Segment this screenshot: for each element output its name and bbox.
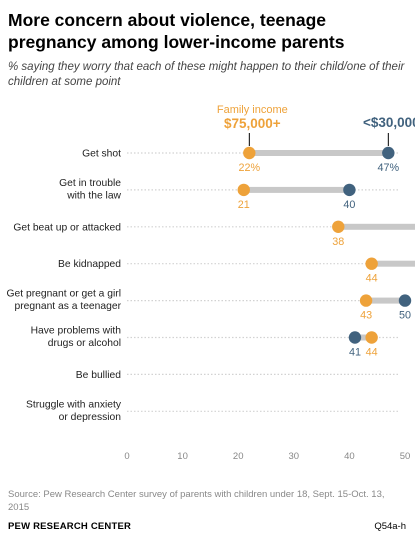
data-label-under-30000: 47% [378,162,400,174]
category-label: Be bullied [76,370,121,381]
connector-bar [366,297,405,304]
category-label: Struggle with anxiety or depression [26,399,122,423]
connector-bar [338,223,415,230]
data-label-75000-plus: 44 [366,347,378,359]
dot-under-30000 [382,146,395,160]
connector-bar [249,150,389,156]
data-label-75000-plus: 43 [360,310,372,322]
legend-high-label: $75,000+ [224,116,281,131]
connector-bar [371,260,415,267]
legend-header: Family income [217,104,288,116]
dot-75000-plus [365,257,378,270]
connector-bar [354,334,372,341]
dot-75000-plus [243,146,256,160]
x-tick-label: 50 [400,451,411,462]
x-tick-label: 0 [124,451,129,462]
data-label-under-30000: 40 [343,199,355,211]
question-ref: Q54a-h [374,521,406,532]
category-label: Get pregnant or get a girl pregnant as a … [7,289,122,313]
dot-75000-plus [359,294,373,307]
connector-bar [243,186,350,193]
dot-chart: Get shot Get in trouble with the law Get be… [7,104,415,462]
data-label-75000-plus: 21 [238,199,250,211]
category-label: Have problems with drugs or alcohol [31,326,122,350]
category-label: Get beat up or attacked [13,222,121,233]
x-tick-label: 40 [344,451,355,462]
x-tick-label: 10 [177,451,188,462]
data-label-75000-plus: 22% [239,162,261,174]
brand-label: PEW RESEARCH CENTER [8,521,132,532]
chart-title: More concern about violence, teenage pre… [8,10,345,52]
data-label-under-30000: 41 [349,347,361,359]
x-tick-label: 20 [233,451,244,462]
dot-75000-plus [237,183,250,197]
category-label: Get shot [82,149,121,160]
source-note: Source: Pew Research Center survey of pa… [8,489,385,513]
data-label-under-30000: 50 [399,310,411,322]
dot-75000-plus [365,331,378,344]
dot-under-30000 [398,294,412,307]
dot-75000-plus [332,220,345,233]
category-label: Be kidnapped [58,259,121,270]
chart-subtitle: % saying they worry that each of these m… [8,61,405,88]
legend-low-label: <$30,000 [363,115,415,130]
dot-under-30000 [343,183,356,197]
data-label-75000-plus: 44 [366,273,378,285]
data-label-75000-plus: 38 [332,236,344,248]
dot-under-30000 [348,331,362,344]
x-tick-label: 30 [289,451,300,462]
category-label: Get in trouble with the law [59,178,121,202]
